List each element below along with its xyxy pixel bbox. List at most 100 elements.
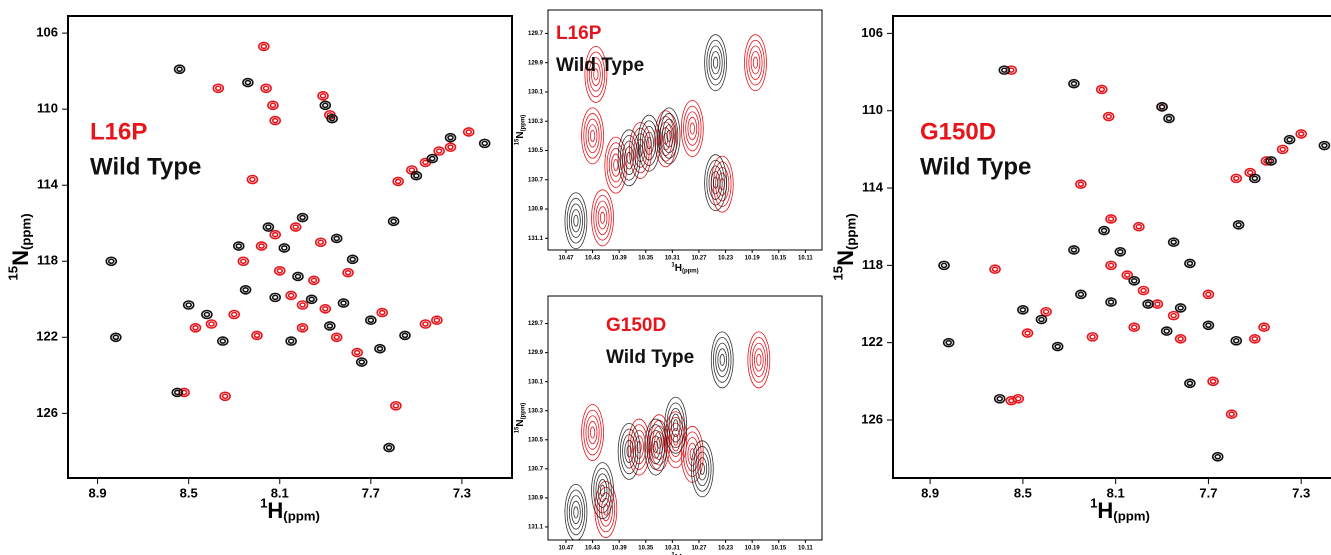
peak-contour — [1158, 104, 1166, 110]
y-tick-label: 106 — [861, 25, 883, 40]
peak-contour — [710, 331, 734, 389]
peak-contour — [595, 200, 610, 236]
peak — [212, 83, 225, 94]
label-subscript: (ppm) — [844, 213, 859, 250]
peak-contour — [1100, 227, 1108, 234]
peak-contour — [1077, 181, 1085, 187]
peak-contour — [599, 484, 606, 497]
peak-contour — [998, 65, 1011, 75]
peak — [273, 265, 286, 276]
peak-contour — [611, 153, 621, 177]
peak-contour — [748, 45, 763, 80]
peak-contour — [349, 256, 356, 263]
y-tick-label: 130.5 — [528, 437, 544, 443]
peak-contour — [993, 393, 1006, 404]
x-tick-label: 10.47 — [558, 546, 574, 552]
peak-contour — [319, 100, 332, 111]
peak — [1184, 258, 1196, 269]
peak-contour — [704, 154, 727, 212]
peak-contour — [689, 448, 695, 461]
y-tick-label: 129.9 — [528, 350, 544, 356]
peak-contour — [321, 305, 329, 312]
peak-contour — [205, 319, 218, 329]
peak-contour — [305, 294, 318, 305]
peak — [581, 107, 604, 165]
peak-contour — [255, 241, 268, 251]
peak — [242, 77, 254, 88]
peak-contour — [593, 195, 612, 241]
peak-contour — [267, 100, 279, 111]
peak — [285, 290, 297, 301]
peak-contour — [571, 500, 581, 525]
peak-contour — [337, 298, 350, 308]
peak-contour — [478, 138, 491, 149]
x-tick-label: 10.23 — [718, 546, 734, 552]
x-axis-label: 1H(ppm) — [671, 262, 698, 274]
peak — [326, 113, 338, 124]
peak-contour — [376, 345, 384, 352]
peak-contour — [629, 122, 652, 179]
peak — [938, 260, 950, 271]
peak-contour — [324, 321, 336, 331]
peak-contour — [633, 133, 648, 168]
peak-contour — [749, 337, 769, 383]
peak-contour — [603, 503, 609, 516]
peak-contour — [1077, 291, 1085, 298]
peak-contour — [447, 144, 454, 150]
peak — [581, 404, 604, 461]
peak-contour — [429, 155, 436, 162]
peak-contour — [287, 292, 295, 299]
peak — [410, 170, 423, 181]
peak-contour — [333, 235, 340, 242]
peak — [1258, 322, 1270, 333]
peak-contour — [399, 330, 411, 341]
peak — [564, 484, 588, 540]
peak-contour — [670, 428, 681, 452]
peak — [1167, 310, 1180, 321]
peak — [1230, 335, 1243, 346]
peak-contour — [666, 129, 672, 142]
peak — [260, 83, 272, 94]
peak-contour — [584, 45, 608, 103]
peak-contour — [1246, 169, 1254, 176]
peak — [1167, 237, 1180, 247]
peak — [1098, 225, 1110, 236]
peak — [1105, 260, 1117, 271]
peak-contour — [634, 435, 644, 459]
peak-contour — [173, 64, 186, 75]
peak-contour — [938, 260, 950, 271]
peak — [269, 229, 282, 240]
y-axis-label: 15N(ppm) — [6, 213, 34, 280]
peak-contour — [235, 243, 243, 249]
peak-contour — [317, 91, 329, 101]
legend-label: Wild Type — [556, 55, 644, 76]
peak-contour — [299, 214, 306, 221]
peak — [376, 307, 389, 318]
y-tick-label: 114 — [862, 179, 884, 194]
x-axis-label: 1H(ppm) — [260, 496, 320, 524]
peak-contour — [1174, 303, 1187, 313]
x-tick-label: 10.47 — [558, 256, 574, 262]
peak — [1105, 297, 1117, 307]
x-tick-label: 10.35 — [638, 256, 654, 262]
peak-contour — [566, 197, 586, 244]
peak-contour — [192, 325, 199, 331]
peak — [269, 115, 282, 126]
peak — [1207, 376, 1219, 387]
peak-contour — [664, 124, 674, 148]
peak-contour — [447, 134, 454, 141]
peak-contour — [433, 146, 445, 156]
peak — [205, 319, 218, 329]
peak — [182, 300, 195, 310]
peak — [617, 423, 641, 480]
peak — [330, 233, 343, 244]
peak — [604, 136, 628, 194]
label-text: N — [8, 250, 33, 266]
x-tick-label: 10.27 — [691, 256, 707, 262]
peak-contour — [1070, 247, 1078, 253]
peak-contour — [413, 172, 420, 179]
peak — [110, 332, 122, 343]
peak-contour — [269, 229, 282, 240]
peak-contour — [708, 45, 723, 80]
peak-contour — [107, 258, 115, 265]
